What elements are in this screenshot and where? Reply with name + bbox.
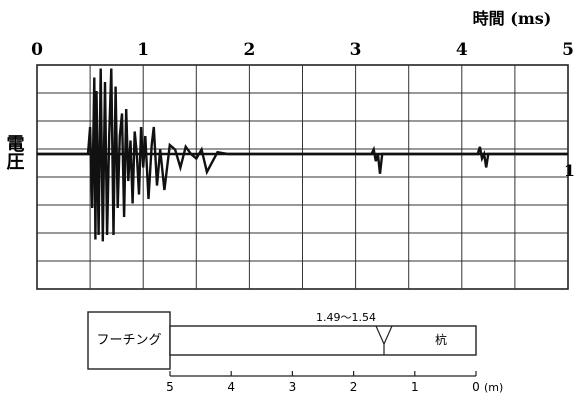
pile-label: 杭 bbox=[435, 332, 447, 347]
pile-body bbox=[169, 325, 477, 356]
scale-tick-label: 3 bbox=[289, 380, 297, 394]
plot-area bbox=[36, 64, 569, 290]
x-axis-title: 時間 (ms) bbox=[473, 9, 552, 28]
x-tick-label: 2 bbox=[243, 40, 255, 60]
series-line bbox=[37, 68, 568, 242]
distance-scale-ticks: 5 4 3 2 1 0 bbox=[166, 371, 480, 394]
x-tick-label: 3 bbox=[350, 40, 362, 60]
waveform-series bbox=[37, 68, 568, 242]
pile-schematic: フーチング 杭 1.49〜1.54 5 4 3 2 1 0 (m) bbox=[87, 311, 503, 394]
footing-label: フーチング bbox=[96, 333, 161, 348]
y-axis-title: 電圧 bbox=[4, 134, 25, 171]
crack-range-label: 1.49〜1.54 bbox=[316, 311, 376, 324]
scale-tick-label: 0 bbox=[472, 380, 480, 394]
x-tick-label: 1 bbox=[137, 40, 149, 60]
scale-tick-label: 2 bbox=[350, 380, 358, 394]
x-tick-labels: 0 1 2 3 4 5 bbox=[31, 40, 574, 60]
x-tick-label: 5 bbox=[562, 40, 574, 60]
scale-tick-label: 4 bbox=[227, 380, 235, 394]
scale-tick-label: 5 bbox=[166, 380, 174, 394]
distance-scale-unit: (m) bbox=[484, 381, 503, 394]
scale-tick-label: 1 bbox=[411, 380, 419, 394]
x-tick-label: 0 bbox=[31, 40, 43, 60]
x-tick-label: 4 bbox=[456, 40, 468, 60]
right-marker-label: 1 bbox=[564, 161, 575, 180]
